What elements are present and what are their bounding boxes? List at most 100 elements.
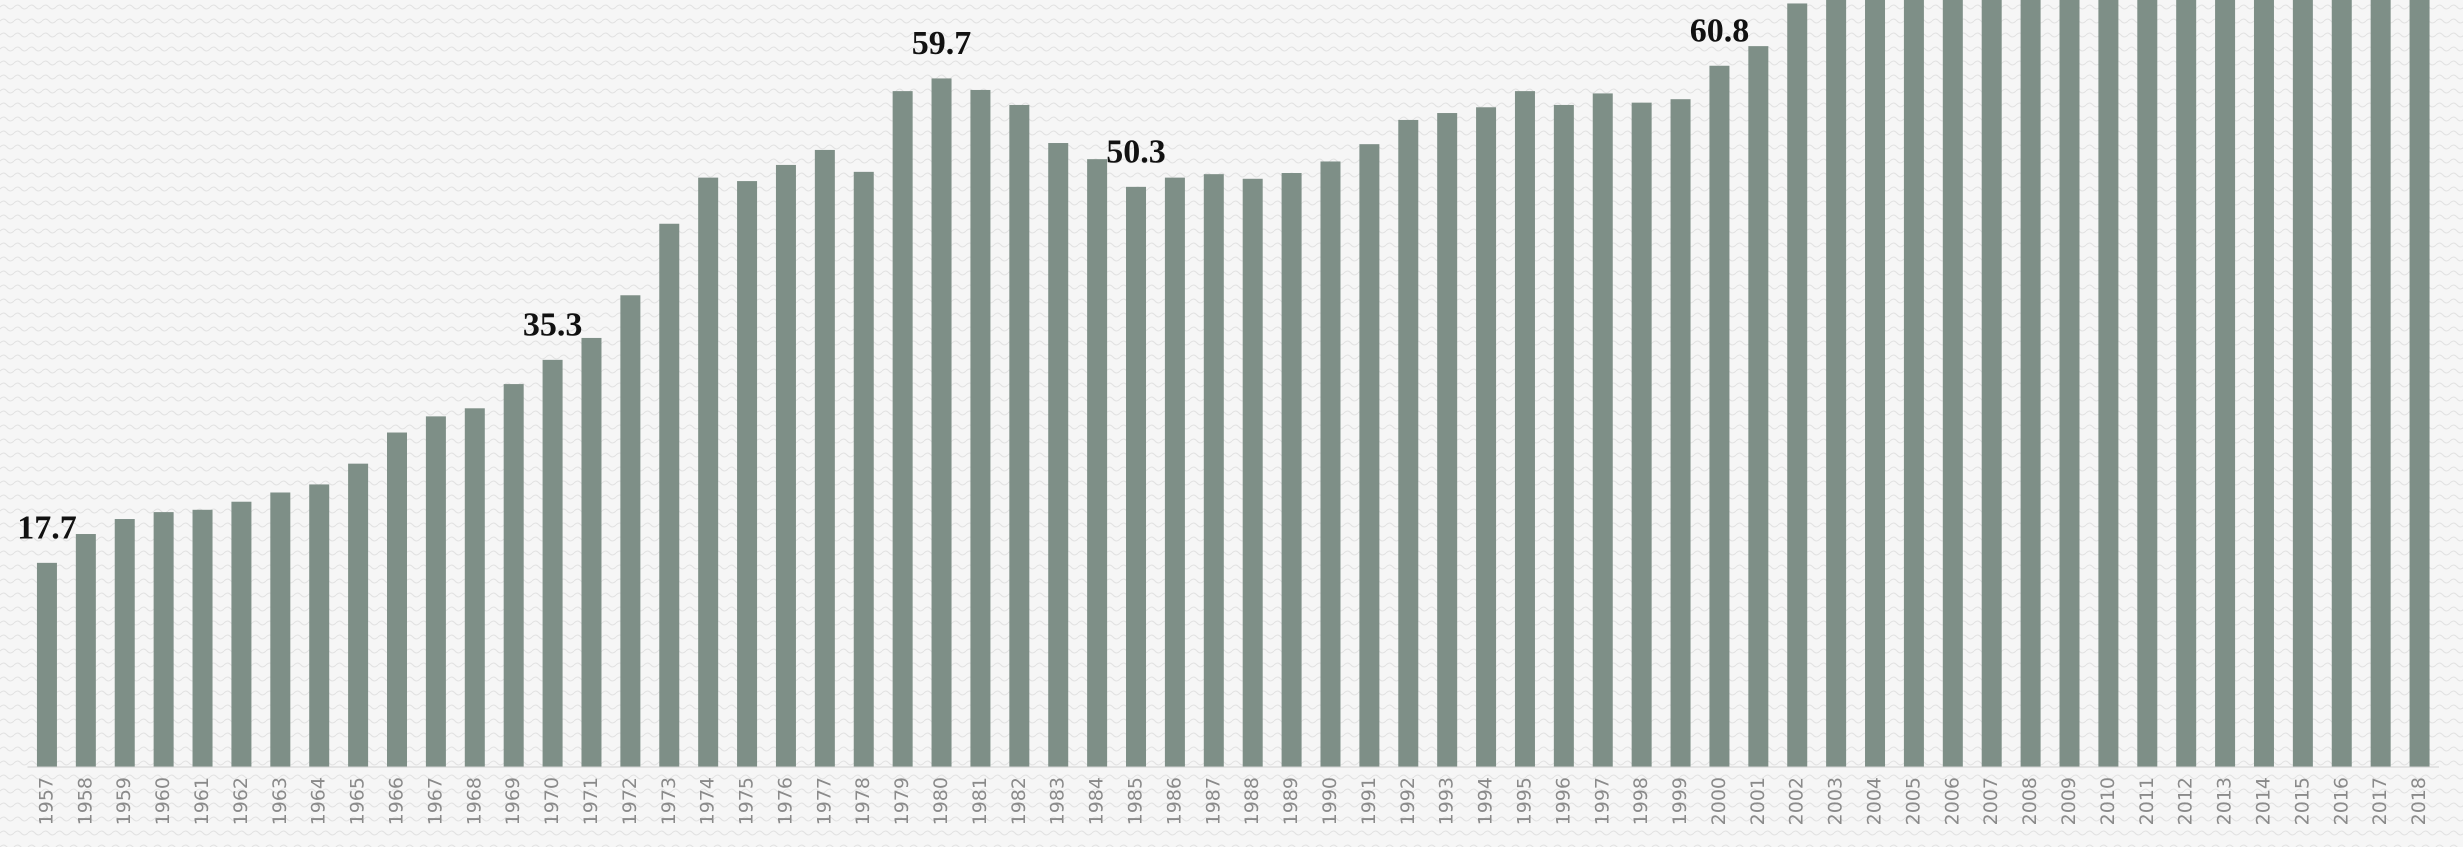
x-tick-label: 2011: [2136, 777, 2158, 825]
bar: [1203, 174, 1224, 767]
bar: [114, 519, 135, 767]
bar: [2409, 0, 2430, 767]
bar: [2331, 0, 2352, 767]
x-tick-label: 2000: [1708, 777, 1730, 825]
x-tick-label: 1961: [191, 777, 213, 825]
bar: [1826, 0, 1847, 767]
bar: [1903, 0, 1924, 767]
bar: [775, 164, 796, 767]
x-tick-label: 1968: [463, 777, 485, 825]
x-tick-label: 1982: [1008, 777, 1030, 825]
x-tick-label: 1984: [1086, 777, 1108, 825]
bar: [464, 408, 485, 767]
data-label: 35.3: [523, 307, 583, 344]
x-tick-label: 2009: [2058, 777, 2080, 825]
x-tick-label: 1995: [1513, 777, 1535, 825]
bar: [1164, 177, 1185, 767]
bar: [1359, 144, 1380, 767]
x-tick-label: 2017: [2369, 777, 2391, 825]
bar: [1631, 102, 1652, 767]
x-tick-label: 1989: [1280, 777, 1302, 825]
x-tick-label: 1976: [774, 777, 796, 825]
bar: [1670, 99, 1691, 767]
bar: [1437, 113, 1458, 767]
bar: [270, 492, 291, 767]
bar: [1398, 119, 1419, 767]
x-tick-label: 1991: [1358, 777, 1380, 825]
bar: [231, 501, 252, 767]
x-tick-label: 1988: [1241, 777, 1263, 825]
x-tick-label: 1986: [1163, 777, 1185, 825]
x-tick-label: 2010: [2097, 777, 2119, 825]
bar: [75, 534, 96, 767]
x-tick-label: 1975: [736, 777, 758, 825]
bar: [814, 149, 835, 767]
x-tick-label: 2015: [2291, 777, 2313, 825]
data-label: 59.7: [912, 25, 972, 62]
bar: [1242, 178, 1263, 767]
bar: [425, 416, 446, 767]
x-tick-label: 1963: [269, 777, 291, 825]
bar: [1009, 104, 1030, 767]
bar: [1709, 65, 1730, 767]
bar: [1865, 0, 1886, 767]
bar: [542, 359, 563, 767]
bar: [737, 181, 758, 767]
x-tick-label: 2014: [2252, 777, 2274, 825]
x-tick-label: 1981: [969, 777, 991, 825]
x-tick-label: 1998: [1630, 777, 1652, 825]
bar: [192, 509, 213, 767]
data-label: 17.7: [17, 510, 77, 547]
bar: [2098, 0, 2119, 767]
x-tick-label: 1972: [619, 777, 641, 825]
x-tick-label: 1969: [502, 777, 524, 825]
x-tick-label: 1994: [1475, 777, 1497, 825]
bar: [2215, 0, 2236, 767]
x-tick-label: 1983: [1047, 777, 1069, 825]
bar: [1981, 0, 2002, 767]
bar: [853, 171, 874, 767]
x-tick-label: 2012: [2175, 777, 2197, 825]
x-tick-label: 1966: [386, 777, 408, 825]
x-tick-label: 2004: [1864, 777, 1886, 825]
bar: [2370, 0, 2391, 767]
bar: [2020, 0, 2041, 767]
bar: [659, 223, 680, 767]
bar: [2137, 0, 2158, 767]
x-tick-label: 2003: [1825, 777, 1847, 825]
x-tick-label: 2008: [2019, 777, 2041, 825]
data-label: 60.8: [1690, 13, 1750, 50]
x-tick-label: 2018: [2408, 777, 2430, 825]
bar: [1748, 46, 1769, 767]
bar: [153, 512, 174, 767]
x-tick-label: 1967: [424, 777, 446, 825]
x-tick-label: 1973: [658, 777, 680, 825]
bar: [581, 337, 602, 767]
bar: [2253, 0, 2274, 767]
bar: [1553, 104, 1574, 767]
bar: [2292, 0, 2313, 767]
x-tick-label: 1957: [35, 777, 57, 825]
bar: [1942, 0, 1963, 767]
bar: [1476, 107, 1497, 767]
x-tick-label: 2001: [1747, 777, 1769, 825]
bar: [1787, 3, 1808, 767]
x-tick-label: 1980: [930, 777, 952, 825]
bar: [970, 89, 991, 767]
bar: [503, 384, 524, 767]
x-tick-label: 1959: [113, 777, 135, 825]
bar: [620, 295, 641, 767]
x-tick-label: 1993: [1436, 777, 1458, 825]
x-tick-label: 1964: [308, 777, 330, 825]
bar: [1320, 161, 1341, 767]
bar: [387, 432, 408, 767]
x-tick-label: 1960: [152, 777, 174, 825]
bar: [309, 484, 330, 767]
x-tick-label: 1997: [1591, 777, 1613, 825]
x-tick-label: 2016: [2330, 777, 2352, 825]
x-tick-label: 2007: [1980, 777, 2002, 825]
bar: [1281, 173, 1302, 767]
